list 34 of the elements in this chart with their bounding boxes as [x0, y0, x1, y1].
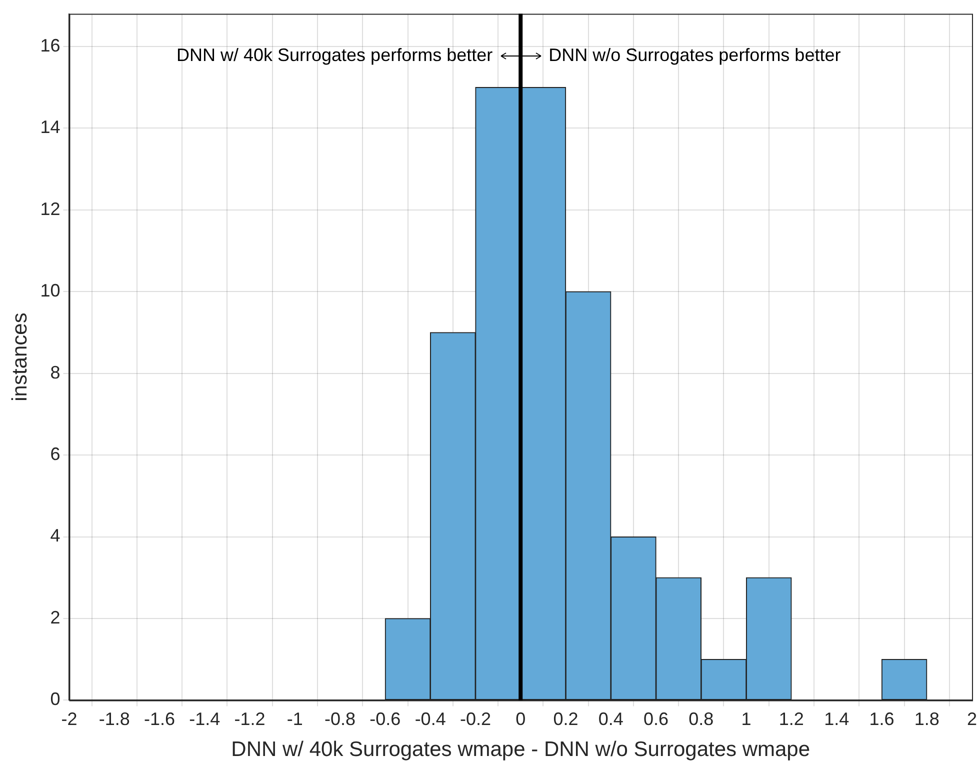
y-tick-label: 12: [40, 198, 60, 219]
x-tick-label: -1.8: [98, 708, 130, 729]
x-tick-label: -1.6: [144, 708, 176, 729]
x-tick-label: 0.2: [553, 708, 578, 729]
y-tick-label: 10: [40, 280, 60, 301]
x-tick-label: -1: [286, 708, 303, 729]
y-tick-label: 4: [50, 526, 60, 546]
x-tick-label: 1.2: [778, 708, 804, 729]
x-tick-label: 0: [516, 708, 526, 729]
x-tick-label: 1.8: [914, 708, 940, 729]
x-tick-label: -0.4: [414, 708, 446, 729]
x-tick-label: -1.4: [189, 708, 220, 729]
y-axis-title: instances: [8, 312, 32, 402]
x-tick-label: -0.8: [324, 708, 356, 729]
y-tick-label: 6: [50, 444, 60, 464]
x-axis-title: DNN w/ 40k Surrogates wmape - DNN w/o Surrogates wmape: [231, 738, 810, 762]
annotation: DNN w/o Surrogates performs better: [548, 44, 841, 65]
annotation: DNN w/ 40k Surrogates performs better: [176, 44, 493, 65]
x-tick-label: -1.2: [234, 708, 266, 729]
x-tick-label: 2: [966, 708, 977, 729]
x-tick-label: -0.2: [460, 708, 491, 729]
y-tick-label: 2: [50, 607, 60, 628]
x-tick-label: -0.6: [370, 708, 401, 729]
x-tick-label: 0.8: [688, 708, 714, 729]
x-tick-label: 0.6: [644, 708, 669, 729]
y-tick-label: 8: [50, 362, 60, 382]
y-tick-label: 14: [40, 117, 60, 138]
x-tick-label: -2: [61, 708, 78, 729]
x-tick-label: 1.4: [824, 708, 850, 729]
x-tick-label: 1.6: [869, 708, 894, 729]
y-tick-label: 0: [50, 689, 60, 710]
y-tick-label: 16: [40, 35, 60, 56]
x-tick-label: 1: [741, 708, 752, 729]
x-tick-label: 0.4: [598, 708, 624, 729]
